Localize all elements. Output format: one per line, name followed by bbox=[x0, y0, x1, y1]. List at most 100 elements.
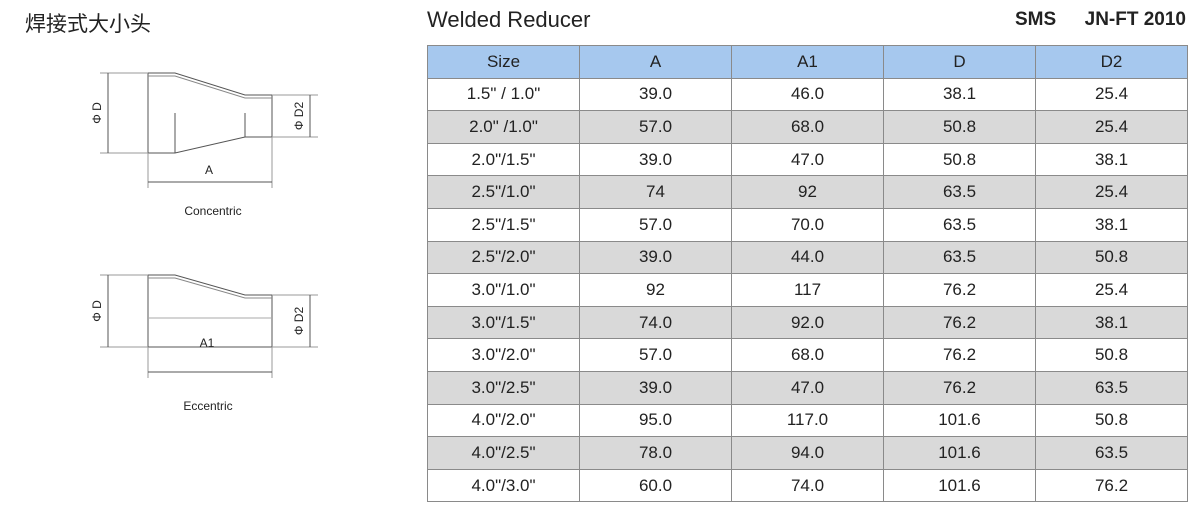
standard: SMS bbox=[1015, 9, 1057, 30]
label-a1: A1 bbox=[200, 336, 215, 350]
table-cell: 101.6 bbox=[883, 468, 1036, 503]
table-cell: 38.1 bbox=[883, 77, 1036, 112]
table-cell: 117.0 bbox=[731, 403, 884, 438]
table-cell: 68.0 bbox=[731, 338, 884, 372]
table-cell: 44.0 bbox=[731, 240, 884, 275]
table-cell: 46.0 bbox=[731, 77, 884, 112]
table-cell: 92.0 bbox=[731, 305, 884, 340]
table-row: 1.5" / 1.0" 39.0 46.0 38.1 25.4 bbox=[427, 77, 1188, 112]
label-d2: Φ D2 bbox=[292, 102, 306, 131]
table-row: 3.0"/1.0" 92 117 76.2 25.4 bbox=[427, 273, 1188, 307]
label-a: A bbox=[205, 163, 213, 177]
table-cell: 2.5"/1.0" bbox=[427, 175, 580, 209]
table-row: 2.5"/2.0" 39.0 44.0 63.5 50.8 bbox=[427, 240, 1188, 275]
header-row: Size A A1 D D2 bbox=[427, 45, 1188, 79]
caption: Eccentric bbox=[183, 399, 232, 413]
table-row: 2.5"/1.5" 57.0 70.0 63.5 38.1 bbox=[427, 207, 1188, 242]
table-cell: 63.5 bbox=[883, 175, 1036, 209]
table-cell: 63.5 bbox=[1035, 370, 1188, 405]
table-cell: 57.0 bbox=[579, 207, 732, 242]
table-cell: 25.4 bbox=[1035, 77, 1188, 112]
column-header: A1 bbox=[731, 45, 884, 79]
table-cell: 1.5" / 1.0" bbox=[427, 77, 580, 112]
table-cell: 63.5 bbox=[883, 207, 1036, 242]
label-d2: Φ D2 bbox=[292, 307, 306, 336]
table-row: 4.0"/2.0" 95.0 117.0 101.6 50.8 bbox=[427, 403, 1188, 438]
table-cell: 3.0"/2.5" bbox=[427, 370, 580, 405]
table-cell: 39.0 bbox=[579, 142, 732, 177]
table-cell: 63.5 bbox=[1035, 436, 1188, 470]
table-cell: 76.2 bbox=[883, 305, 1036, 340]
eccentric-drawing bbox=[100, 274, 318, 378]
table-cell: 76.2 bbox=[1035, 468, 1188, 503]
table-cell: 68.0 bbox=[731, 110, 884, 144]
table-cell: 47.0 bbox=[731, 142, 884, 177]
column-header: D2 bbox=[1035, 45, 1188, 79]
code: JN-FT 2010 bbox=[1084, 9, 1186, 30]
table-cell: 60.0 bbox=[579, 468, 732, 503]
table-cell: 57.0 bbox=[579, 338, 732, 372]
table-cell: 94.0 bbox=[731, 436, 884, 470]
table-cell: 38.1 bbox=[1035, 142, 1188, 177]
table-row: 4.0"/2.5" 78.0 94.0 101.6 63.5 bbox=[427, 436, 1188, 470]
table-cell: 4.0"/2.5" bbox=[427, 436, 580, 470]
caption: Concentric bbox=[184, 204, 241, 218]
table-cell: 25.4 bbox=[1035, 110, 1188, 144]
table-cell: 50.8 bbox=[1035, 240, 1188, 275]
table-cell: 50.8 bbox=[1035, 338, 1188, 372]
table-row: 2.5"/1.0" 74 92 63.5 25.4 bbox=[427, 175, 1188, 209]
table-cell: 50.8 bbox=[883, 142, 1036, 177]
table-cell: 25.4 bbox=[1035, 175, 1188, 209]
table-row: 3.0"/2.0" 57.0 68.0 76.2 50.8 bbox=[427, 338, 1188, 372]
table-cell: 50.8 bbox=[883, 110, 1036, 144]
label-d: Φ D bbox=[90, 102, 104, 124]
table-cell: 92 bbox=[579, 273, 732, 307]
column-header: Size bbox=[427, 45, 580, 79]
table-cell: 47.0 bbox=[731, 370, 884, 405]
table-row: 4.0"/3.0" 60.0 74.0 101.6 76.2 bbox=[427, 468, 1188, 503]
table-row: 3.0"/2.5" 39.0 47.0 76.2 63.5 bbox=[427, 370, 1188, 405]
table-cell: 92 bbox=[731, 175, 884, 209]
table-cell: 70.0 bbox=[731, 207, 884, 242]
table-cell: 63.5 bbox=[883, 240, 1036, 275]
table-cell: 3.0"/1.5" bbox=[427, 305, 580, 340]
concentric-drawing bbox=[100, 72, 318, 188]
table-cell: 76.2 bbox=[883, 338, 1036, 372]
table-cell: 4.0"/3.0" bbox=[427, 468, 580, 503]
table-cell: 2.5"/2.0" bbox=[427, 240, 580, 275]
table-cell: 78.0 bbox=[579, 436, 732, 470]
table-cell: 39.0 bbox=[579, 77, 732, 112]
label-d: Φ D bbox=[90, 300, 104, 322]
table-cell: 117 bbox=[731, 273, 884, 307]
table-row: 2.0"/1.5" 39.0 47.0 50.8 38.1 bbox=[427, 142, 1188, 177]
table-row: 3.0"/1.5" 74.0 92.0 76.2 38.1 bbox=[427, 305, 1188, 340]
title: Welded Reducer bbox=[427, 7, 591, 32]
table-cell: 38.1 bbox=[1035, 207, 1188, 242]
table-cell: 39.0 bbox=[579, 240, 732, 275]
table-cell: 74.0 bbox=[731, 468, 884, 503]
table-cell: 76.2 bbox=[883, 370, 1036, 405]
column-header: D bbox=[883, 45, 1036, 79]
table-cell: 57.0 bbox=[579, 110, 732, 144]
spec-table: Size A A1 D D2 1.5" / 1.0" 39.0 46.0 38.1 25.4 2.0… bbox=[427, 45, 1188, 503]
table-cell: 2.0" /1.0" bbox=[427, 110, 580, 144]
table-cell: 74.0 bbox=[579, 305, 732, 340]
table-cell: 50.8 bbox=[1035, 403, 1188, 438]
table-cell: 3.0"/2.0" bbox=[427, 338, 580, 372]
table-cell: 39.0 bbox=[579, 370, 732, 405]
diagrams: Φ D Φ D2 A Concentric Φ D Φ D2 A1 Eccent… bbox=[90, 72, 318, 413]
table-row: 2.0" /1.0" 57.0 68.0 50.8 25.4 bbox=[427, 110, 1188, 144]
column-header: A bbox=[579, 45, 732, 79]
table-cell: 95.0 bbox=[579, 403, 732, 438]
table-cell: 101.6 bbox=[883, 403, 1036, 438]
table-cell: 38.1 bbox=[1035, 305, 1188, 340]
title-cn: 焊接式大小头 bbox=[25, 13, 151, 36]
table-cell: 76.2 bbox=[883, 273, 1036, 307]
table-cell: 4.0"/2.0" bbox=[427, 403, 580, 438]
table-cell: 25.4 bbox=[1035, 273, 1188, 307]
table-cell: 74 bbox=[579, 175, 732, 209]
table-cell: 101.6 bbox=[883, 436, 1036, 470]
table-cell: 2.0"/1.5" bbox=[427, 142, 580, 177]
table-cell: 3.0"/1.0" bbox=[427, 273, 580, 307]
